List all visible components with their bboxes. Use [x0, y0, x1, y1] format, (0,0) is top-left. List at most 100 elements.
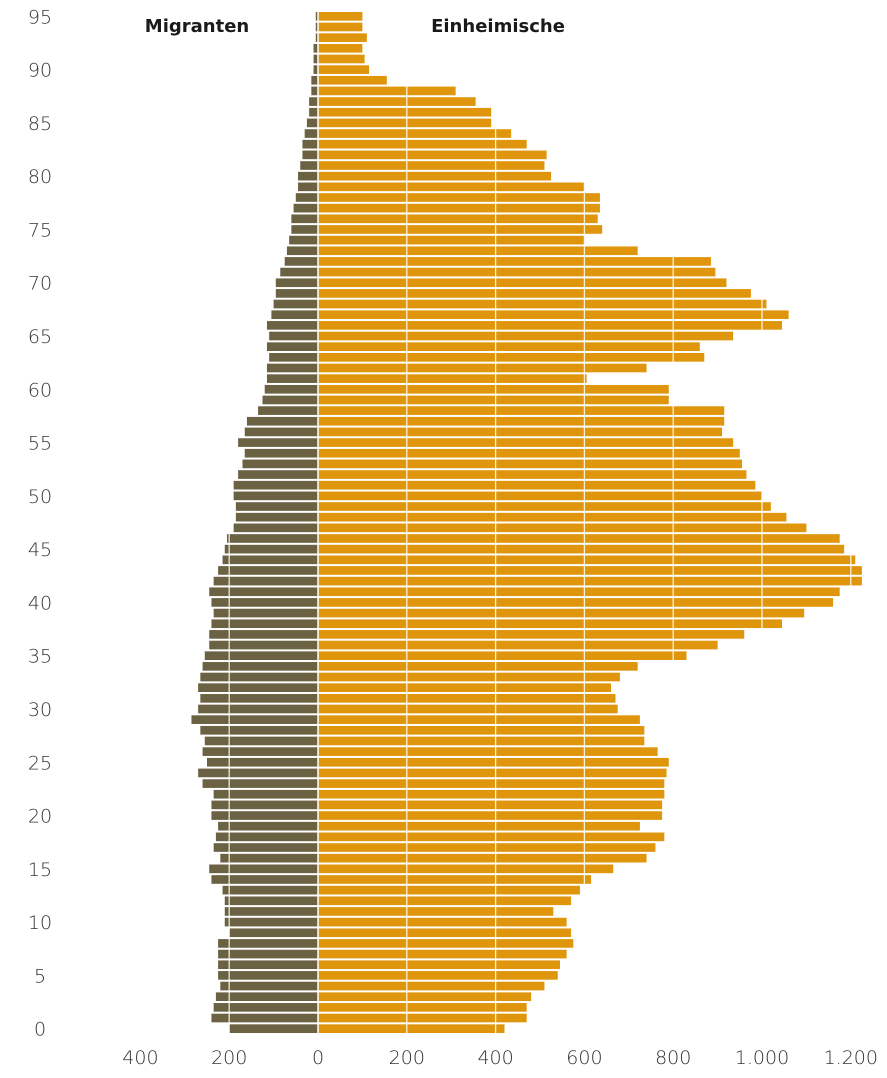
bar-migranten-age-32	[198, 683, 318, 692]
bar-migranten-age-54	[244, 448, 318, 458]
bar-einheimische-age-51	[318, 480, 756, 490]
bar-einheimische-age-86	[318, 107, 492, 117]
bar-migranten-age-16	[220, 853, 318, 863]
bar-einheimische-age-28	[318, 725, 645, 735]
bar-migranten-age-92	[313, 43, 318, 53]
bar-migranten-age-44	[222, 555, 318, 565]
bar-migranten-age-72	[284, 257, 318, 266]
bar-migranten-age-10	[224, 917, 318, 927]
y-tick-5: 5	[34, 965, 46, 987]
bar-migranten-age-1	[211, 1013, 318, 1023]
bar-migranten-age-42	[213, 576, 318, 586]
bar-einheimische-age-48	[318, 512, 787, 522]
y-tick-25: 25	[28, 752, 52, 774]
bar-migranten-age-93	[315, 33, 318, 42]
bar-einheimische-age-84	[318, 129, 512, 138]
bar-einheimische-age-79	[318, 182, 585, 192]
bar-migranten-age-9	[229, 928, 318, 938]
bar-migranten-age-35	[204, 651, 318, 661]
legend-label-einheimische: Einheimische	[431, 16, 565, 37]
bar-einheimische-age-54	[318, 448, 740, 458]
bar-einheimische-age-34	[318, 662, 638, 671]
y-tick-75: 75	[28, 219, 52, 241]
y-tick-70: 70	[28, 273, 52, 295]
bar-einheimische-age-77	[318, 203, 600, 213]
bar-einheimische-age-91	[318, 54, 365, 64]
bar-migranten-age-17	[213, 843, 318, 852]
bar-migranten-age-56	[244, 427, 318, 437]
bar-einheimische-age-37	[318, 630, 745, 639]
bar-einheimische-age-60	[318, 384, 669, 394]
bar-einheimische-age-35	[318, 651, 687, 661]
bar-migranten-age-78	[295, 193, 318, 202]
bar-migranten-age-26	[202, 747, 318, 756]
bar-migranten-age-65	[269, 331, 318, 341]
bar-migranten-age-27	[204, 736, 318, 746]
bar-migranten-age-13	[222, 885, 318, 895]
bar-einheimische-age-5	[318, 971, 558, 980]
bar-einheimische-age-74	[318, 235, 585, 245]
bar-einheimische-age-87	[318, 97, 476, 106]
bar-migranten-age-63	[269, 353, 318, 362]
bar-migranten-age-82	[302, 150, 318, 160]
y-tick-55: 55	[28, 433, 52, 455]
bar-migranten-age-11	[224, 907, 318, 916]
bar-einheimische-age-75	[318, 225, 603, 234]
bar-migranten-age-12	[224, 896, 318, 906]
bar-migranten-age-18	[215, 832, 318, 842]
y-axis-age-labels: 0 5 10 15 20 25 30 35 40 45 50 55 60 65 70 75 80 85 90 95	[28, 6, 52, 1040]
bar-einheimische-age-73	[318, 246, 638, 256]
bar-einheimische-age-13	[318, 885, 580, 895]
bar-einheimische-age-83	[318, 139, 527, 149]
y-tick-15: 15	[28, 859, 52, 881]
bar-migranten-age-53	[242, 459, 318, 469]
bar-migranten-age-48	[235, 512, 318, 522]
x-tick-400: 400	[477, 1047, 513, 1069]
bar-migranten-age-89	[311, 75, 318, 85]
bar-migranten-age-43	[218, 566, 318, 575]
bar-migranten-age-87	[309, 97, 318, 106]
bar-einheimische-age-20	[318, 811, 663, 820]
bar-einheimische-age-25	[318, 757, 669, 767]
bar-migranten-age-68	[273, 299, 318, 309]
bar-migranten-age-51	[233, 480, 318, 490]
bar-einheimische-age-21	[318, 800, 663, 810]
bar-einheimische-age-24	[318, 768, 667, 778]
bar-einheimische-age-41	[318, 587, 840, 597]
bar-einheimische-age-57	[318, 416, 725, 426]
bar-einheimische-age-6	[318, 960, 560, 970]
bar-migranten-age-57	[246, 416, 318, 426]
y-tick-65: 65	[28, 326, 52, 348]
y-tick-95: 95	[28, 6, 52, 28]
bar-einheimische-age-14	[318, 875, 592, 884]
bar-migranten-age-49	[235, 502, 318, 511]
bar-einheimische-age-55	[318, 438, 734, 447]
bar-einheimische-age-63	[318, 353, 705, 362]
x-tick-600: 600	[566, 1047, 602, 1069]
bar-einheimische-age-62	[318, 363, 647, 373]
einheimische-bars	[318, 12, 862, 1033]
bar-migranten-age-75	[291, 225, 318, 234]
bar-migranten-age-31	[200, 694, 318, 703]
bar-migranten-age-94	[315, 22, 318, 32]
bar-einheimische-age-27	[318, 736, 645, 746]
bar-einheimische-age-44	[318, 555, 856, 565]
bar-einheimische-age-0	[318, 1024, 505, 1033]
bar-migranten-age-21	[211, 800, 318, 810]
bar-migranten-age-79	[298, 182, 318, 192]
bar-migranten-age-58	[258, 406, 318, 415]
bar-einheimische-age-90	[318, 65, 370, 74]
bar-einheimische-age-45	[318, 544, 845, 554]
bar-migranten-age-66	[266, 321, 318, 330]
bar-einheimische-age-17	[318, 843, 656, 852]
bar-einheimische-age-95	[318, 12, 363, 21]
bar-migranten-age-7	[218, 949, 318, 959]
bar-einheimische-age-71	[318, 267, 716, 277]
bar-einheimische-age-26	[318, 747, 658, 756]
legend-label-migranten: Migranten	[145, 16, 249, 37]
bar-migranten-age-90	[313, 65, 318, 74]
bar-einheimische-age-42	[318, 576, 862, 586]
bar-migranten-age-34	[202, 662, 318, 671]
bar-migranten-age-2	[213, 1003, 318, 1012]
bar-migranten-age-95	[315, 12, 318, 21]
